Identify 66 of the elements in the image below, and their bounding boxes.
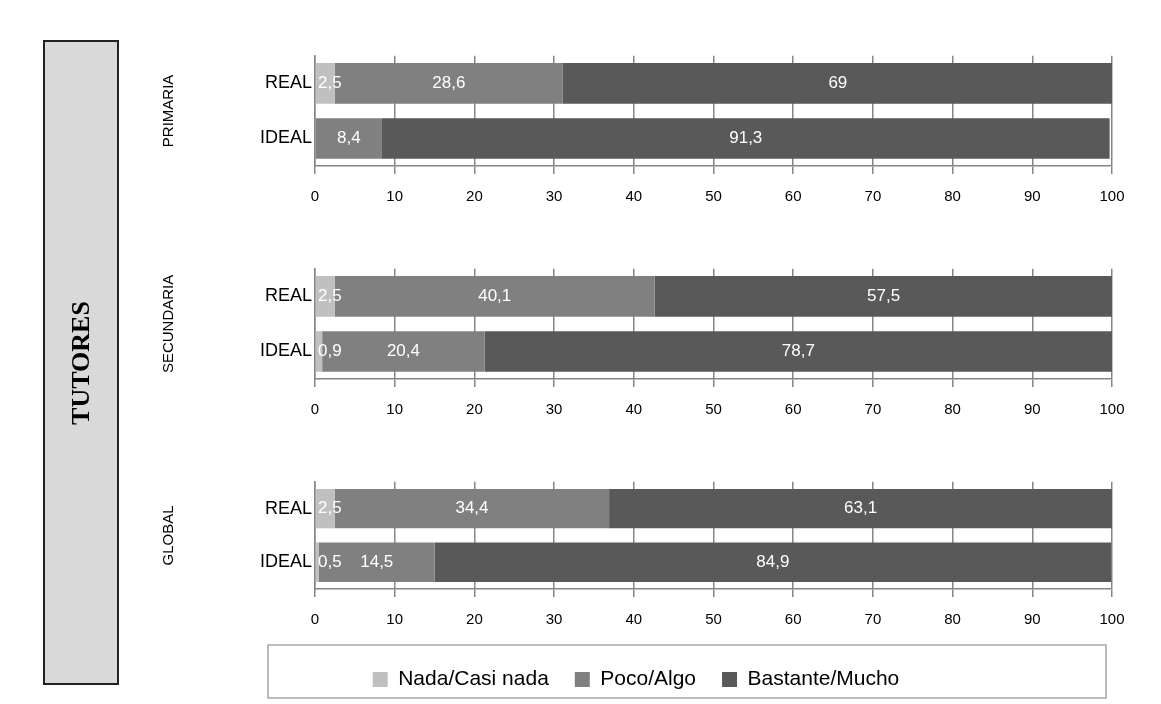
bar [434,542,1112,582]
bar [609,488,1112,529]
x-tick-label: 50 [705,400,722,418]
x-tick-label: 90 [1023,610,1041,628]
data-label: 78,7 [781,341,815,361]
x-tick-label: 30 [545,400,563,418]
legend-label: Bastante/Mucho [747,666,900,690]
data-label: 63,1 [844,498,878,518]
text: TUTORES [66,300,96,425]
y-axis-title: PRIMARIA [159,74,177,148]
x-tick-label: 90 [1023,400,1041,418]
data-label: 40,1 [478,286,512,306]
y-tick-label: REAL [264,285,312,306]
x-tick-label: 0 [310,400,320,418]
x-tick-label: 60 [784,400,802,418]
y-axis-title: SECUNDARIA [159,274,177,374]
x-tick-label: 0 [310,610,320,628]
x-tick-label: 20 [466,400,483,418]
y-axis-title: GLOBAL [159,505,177,566]
bar [381,118,1110,159]
legend-label: Poco/Algo [600,666,697,690]
data-label: 57,5 [867,286,901,306]
x-tick-label: 70 [864,187,882,205]
x-tick-label: 20 [466,610,483,628]
x-tick-label: 80 [944,187,961,205]
x-tick-label: 10 [386,187,404,205]
x-tick-label: 40 [625,400,643,418]
data-label: 69 [828,73,848,93]
x-tick-label: 50 [705,187,722,205]
bar [654,276,1112,317]
x-tick-label: 70 [864,610,882,628]
x-tick-label: 10 [386,610,404,628]
bar [484,331,1112,372]
data-label: 0,5 [318,551,342,571]
x-tick-label: 90 [1023,187,1041,205]
y-tick-label: IDEAL [259,340,312,361]
data-label: 28,6 [432,73,466,93]
x-tick-label: 20 [466,187,483,205]
x-tick-label: 100 [1099,400,1125,418]
x-tick-label: 0 [310,187,320,205]
x-tick-label: 100 [1099,610,1125,628]
data-label: 0,9 [318,341,342,361]
x-tick-label: 80 [944,610,961,628]
y-tick-label: IDEAL [259,127,312,148]
data-label: 34,4 [455,498,489,518]
x-tick-label: 30 [545,610,563,628]
data-label: 14,5 [360,551,394,571]
x-tick-label: 40 [625,610,643,628]
y-tick-label: IDEAL [259,551,312,572]
x-tick-label: 50 [705,610,722,628]
x-tick-label: 30 [545,187,563,205]
x-tick-label: 40 [625,187,643,205]
y-tick-label: REAL [264,497,312,518]
x-tick-label: 10 [386,400,404,418]
x-tick-label: 60 [784,610,802,628]
x-tick-label: 60 [784,187,802,205]
bar [562,63,1112,104]
x-tick-label: 70 [864,400,882,418]
x-tick-label: 80 [944,400,961,418]
legend-label: Nada/Casi nada [398,666,550,690]
y-tick-label: REAL [264,72,312,93]
data-label: 8,4 [337,128,361,148]
x-tick-label: 100 [1099,187,1125,205]
data-label: 84,9 [756,551,790,571]
data-label: 91,3 [729,128,763,148]
data-label: 20,4 [386,341,421,361]
